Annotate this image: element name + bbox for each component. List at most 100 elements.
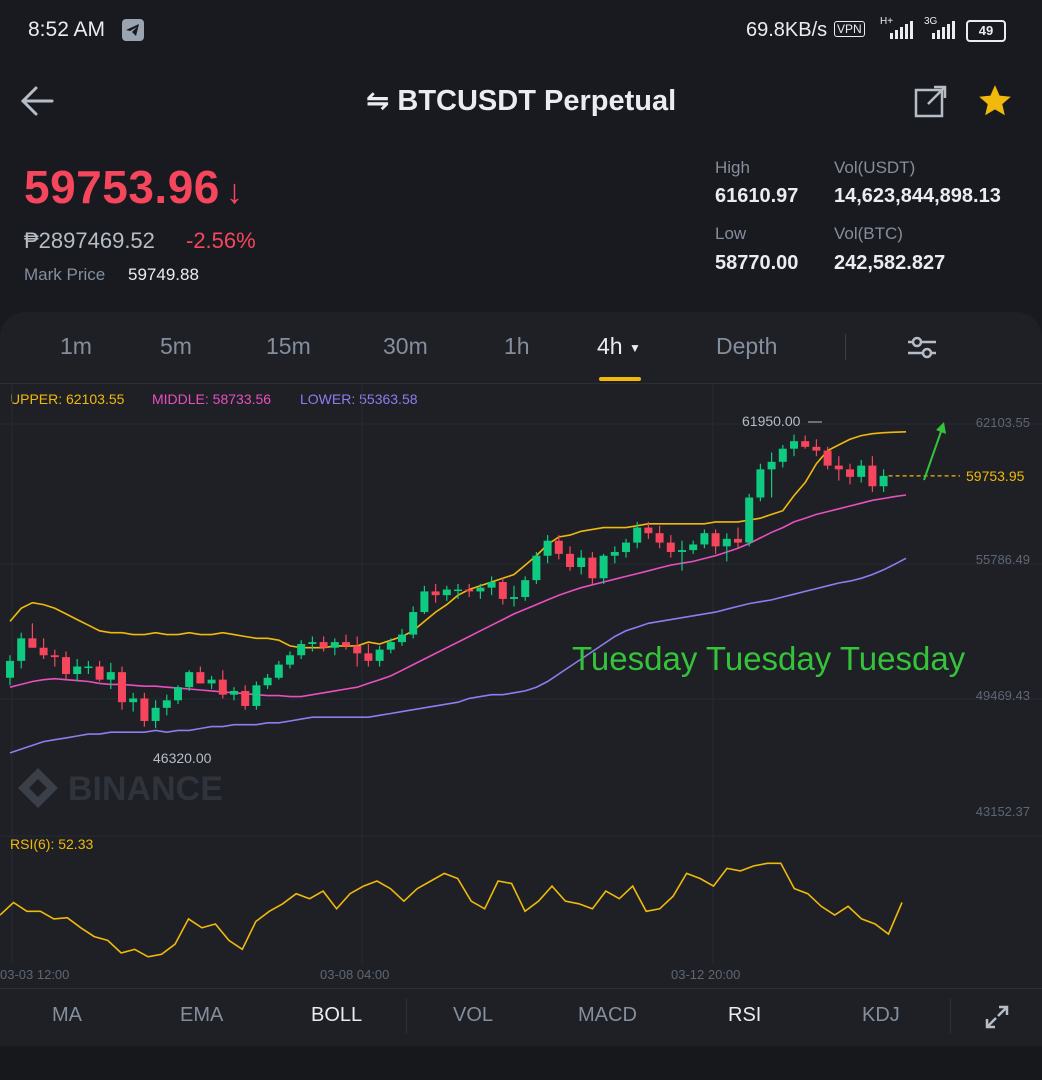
candle: [566, 553, 574, 567]
candle: [778, 448, 787, 462]
candle: [655, 533, 664, 543]
candle: [734, 538, 742, 543]
x-tick-label: 03-03 12:00: [0, 967, 69, 982]
network-type-1: H+: [880, 16, 894, 27]
candle: [666, 542, 675, 552]
vol-usdt-value: 14,623,844,898.13: [834, 185, 1001, 207]
candle: [50, 655, 59, 658]
candle: [610, 551, 619, 556]
candle: [879, 475, 888, 487]
candle: [84, 666, 93, 669]
signal-icon-2: [928, 19, 958, 47]
candle: [118, 672, 126, 703]
telegram-icon: [122, 19, 144, 41]
candle: [510, 597, 518, 599]
tab-4h[interactable]: 4h ▼: [597, 333, 641, 360]
candle: [868, 465, 877, 487]
tab-15m[interactable]: 15m: [266, 333, 311, 359]
candle: [633, 527, 642, 543]
y-tick-label: 49469.43: [976, 688, 1030, 703]
y-tick-label: 55786.49: [976, 552, 1030, 567]
candle: [700, 533, 709, 545]
candle: [73, 666, 82, 675]
indicator-vol[interactable]: VOL: [453, 1004, 494, 1026]
candle: [274, 664, 283, 678]
candle: [790, 441, 798, 449]
network-type-2: 3G: [924, 16, 938, 27]
candle: [577, 557, 586, 567]
candle: [767, 461, 776, 470]
vol-usdt-label: Vol(USDT): [834, 158, 916, 177]
candle: [711, 533, 720, 547]
y-tick-label: 62103.55: [976, 415, 1030, 430]
tab-1h[interactable]: 1h: [504, 333, 530, 359]
candle: [857, 465, 866, 477]
chart-settings-icon[interactable]: [906, 334, 938, 365]
candle: [297, 643, 306, 656]
candle: [420, 591, 429, 613]
candle: [353, 645, 362, 654]
candle: [476, 587, 485, 592]
rsi-legend: RSI(6): 52.33: [10, 836, 94, 852]
signal-icon: [886, 19, 916, 47]
boll-lower-line: [9, 557, 907, 754]
tab-1m[interactable]: 1m: [60, 333, 92, 359]
boll-middle-line: [9, 494, 907, 698]
tuesday-annotation: Tuesday Tuesday Tuesday: [572, 640, 966, 677]
indicator-boll[interactable]: BOLL: [311, 1004, 363, 1026]
indicator-kdj[interactable]: KDJ: [862, 1004, 900, 1026]
indicator-rsi[interactable]: RSI: [728, 1004, 762, 1026]
indicator-ema[interactable]: EMA: [180, 1004, 224, 1026]
local-price: ₱2897469.52: [24, 228, 155, 253]
candle: [342, 642, 350, 646]
boll-lower-legend: LOWER: 55363.58: [300, 391, 418, 407]
tab-30m[interactable]: 30m: [383, 333, 428, 359]
candle: [364, 653, 373, 661]
x-tick-label: 03-12 20:00: [671, 967, 740, 982]
candle: [162, 700, 171, 708]
price-chart[interactable]: BINANCE 62103.55 55786.49 49469.43 43152.37…: [0, 384, 1042, 990]
candle: [386, 642, 395, 650]
tab-bar-border: [0, 383, 1042, 384]
candle: [174, 687, 182, 701]
candle: [375, 649, 384, 661]
back-icon[interactable]: [20, 84, 56, 118]
share-icon[interactable]: [914, 84, 948, 118]
fullscreen-icon[interactable]: [984, 1004, 1010, 1035]
high-label: High: [715, 158, 750, 177]
candle: [28, 638, 37, 648]
indicator-ma[interactable]: MA: [52, 1004, 82, 1026]
candle: [17, 638, 26, 661]
candle: [532, 555, 541, 581]
battery-icon: 49: [966, 20, 1006, 42]
candle: [588, 557, 597, 579]
chart-high-label: 61950.00: [742, 413, 801, 429]
page-title[interactable]: ⇋ BTCUSDT Perpetual: [0, 84, 1042, 118]
candle: [689, 544, 698, 551]
candle: [129, 698, 138, 703]
watermark-text: BINANCE: [68, 770, 223, 808]
candle: [218, 679, 227, 695]
tab-depth[interactable]: Depth: [716, 333, 778, 359]
active-tab-indicator: [599, 377, 641, 381]
tab-5m[interactable]: 5m: [160, 333, 192, 359]
rsi-line: [0, 862, 903, 958]
candle: [622, 542, 630, 552]
candle: [678, 550, 686, 552]
y-tick-label: 43152.37: [976, 804, 1030, 819]
candle: [241, 690, 250, 706]
candle: [106, 672, 115, 680]
vpn-badge: VPN: [834, 21, 865, 37]
candle: [62, 657, 70, 675]
favorite-star-icon[interactable]: [976, 82, 1014, 120]
last-price: 59753.96 ↓: [24, 161, 244, 213]
binance-watermark: BINANCE: [18, 768, 223, 808]
candle: [286, 655, 294, 665]
candle: [521, 580, 530, 598]
annotation-arrow-head: [936, 422, 946, 434]
candle: [95, 666, 104, 680]
vol-btc-value: 242,582.827: [834, 252, 946, 274]
indicator-macd[interactable]: MACD: [578, 1004, 637, 1026]
candle: [498, 582, 507, 599]
indicator-bar-border: [0, 988, 1042, 989]
